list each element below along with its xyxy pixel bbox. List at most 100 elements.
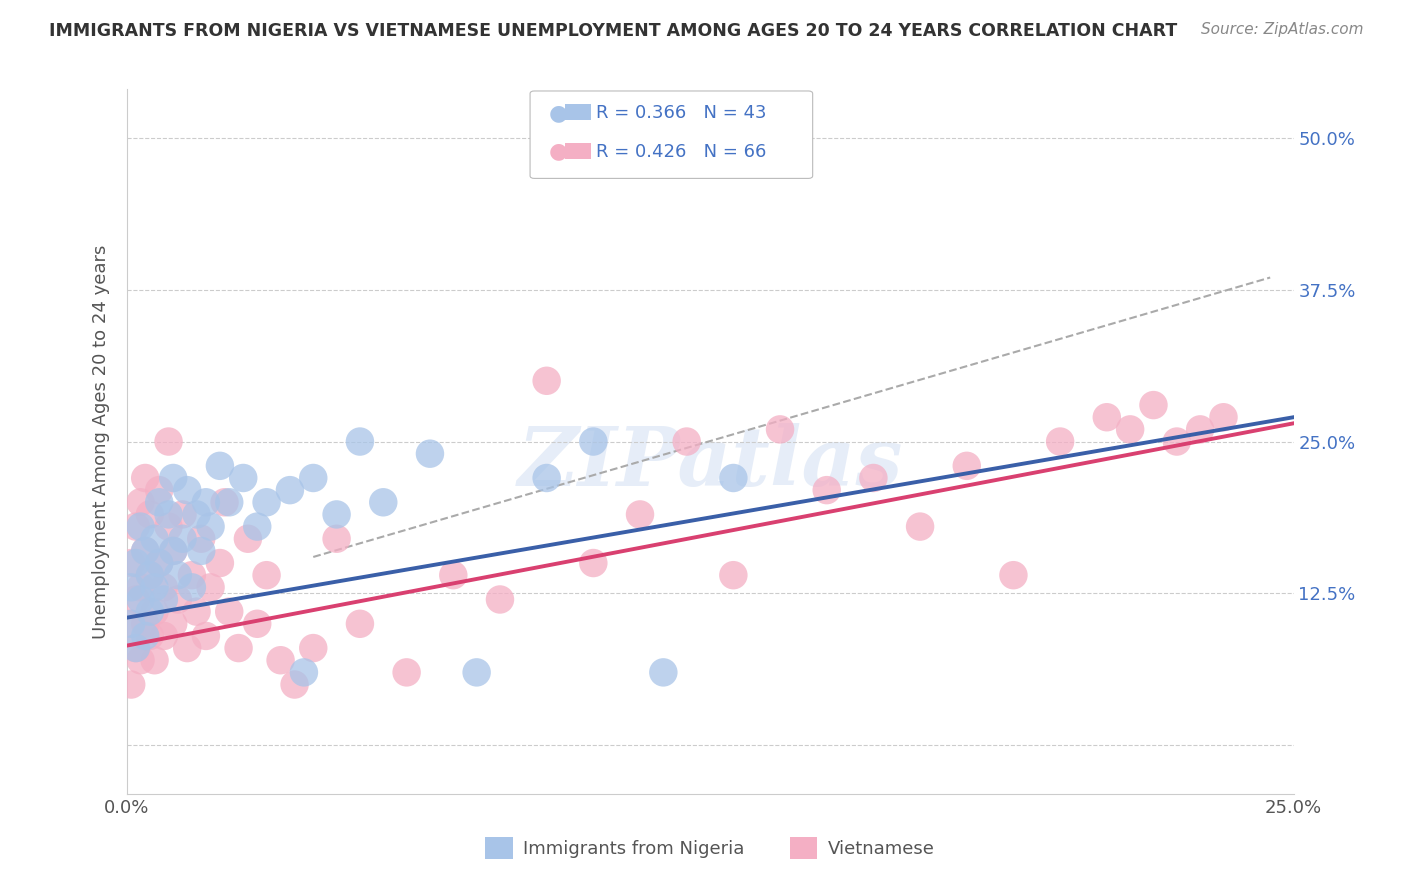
Point (172, 508, 194, 522)
Point (208, 556, 231, 570)
Point (153, 629, 176, 643)
Point (908, 519, 931, 533)
Point (162, 544, 184, 558)
Point (419, 447, 441, 461)
Point (134, 471, 156, 485)
Point (1119, 422, 1142, 436)
Point (373, 495, 395, 509)
Point (120, 677, 142, 691)
Point (176, 483, 198, 497)
Point (723, 471, 745, 485)
Text: ZIPatlas: ZIPatlas (517, 423, 903, 503)
Point (125, 641, 148, 656)
Point (125, 556, 148, 570)
Point (465, 665, 488, 680)
Point (582, 556, 605, 570)
Point (1212, 410, 1234, 425)
Point (349, 434, 371, 449)
Point (1189, 422, 1212, 436)
Point (129, 495, 152, 509)
Point (162, 544, 184, 558)
Point (815, 483, 838, 497)
Point (129, 519, 152, 533)
Point (120, 616, 142, 631)
Point (441, 568, 464, 582)
Point (129, 592, 152, 607)
Point (582, 434, 605, 449)
Point (1166, 434, 1188, 449)
Point (278, 483, 301, 497)
Text: R = 0.366   N = 43: R = 0.366 N = 43 (596, 104, 766, 122)
Y-axis label: Unemployment Among Ages 20 to 24 years: Unemployment Among Ages 20 to 24 years (91, 244, 110, 639)
Point (125, 592, 148, 607)
Point (148, 495, 170, 509)
Point (139, 508, 162, 522)
Point (628, 508, 651, 522)
Point (292, 665, 315, 680)
Point (153, 592, 176, 607)
Point (489, 592, 512, 607)
Point (214, 495, 236, 509)
Point (148, 556, 170, 570)
Point (536, 471, 558, 485)
Point (167, 568, 190, 582)
Point (769, 422, 792, 436)
Point (143, 605, 166, 619)
Point (186, 508, 208, 522)
Text: ●: ● (548, 142, 568, 161)
Point (675, 434, 697, 449)
Point (1002, 568, 1025, 582)
Point (190, 532, 212, 546)
Point (956, 458, 979, 473)
Point (125, 641, 148, 656)
Point (190, 544, 212, 558)
Point (120, 556, 142, 570)
Point (246, 519, 269, 533)
Point (723, 568, 745, 582)
Point (232, 471, 254, 485)
Point (218, 605, 240, 619)
Point (270, 653, 292, 667)
Point (143, 532, 166, 546)
Point (157, 508, 180, 522)
Point (302, 471, 325, 485)
Point (652, 665, 675, 680)
Point (325, 508, 347, 522)
Point (153, 580, 176, 594)
Point (162, 471, 184, 485)
Point (194, 629, 217, 643)
Point (180, 580, 202, 594)
Point (139, 605, 162, 619)
Point (302, 641, 325, 656)
Point (157, 519, 180, 533)
Point (143, 653, 166, 667)
Point (1142, 398, 1164, 412)
Point (134, 544, 156, 558)
Text: ●: ● (548, 103, 568, 123)
Point (143, 580, 166, 594)
Point (200, 580, 222, 594)
Legend: Immigrants from Nigeria, Vietnamese: Immigrants from Nigeria, Vietnamese (478, 830, 942, 866)
Point (125, 519, 148, 533)
Point (218, 495, 240, 509)
Point (162, 616, 184, 631)
Point (536, 374, 558, 388)
Point (134, 616, 156, 631)
Point (236, 532, 259, 546)
Point (1049, 434, 1071, 449)
Point (139, 629, 162, 643)
Point (157, 434, 180, 449)
Point (134, 544, 156, 558)
Point (129, 653, 152, 667)
Point (246, 616, 269, 631)
Point (200, 519, 222, 533)
Text: R = 0.426   N = 66: R = 0.426 N = 66 (596, 143, 766, 161)
Point (194, 495, 217, 509)
Point (1095, 410, 1118, 425)
Point (129, 580, 152, 594)
Point (208, 458, 231, 473)
Point (167, 592, 190, 607)
Point (148, 483, 170, 497)
Point (134, 629, 156, 643)
Text: IMMIGRANTS FROM NIGERIA VS VIETNAMESE UNEMPLOYMENT AMONG AGES 20 TO 24 YEARS COR: IMMIGRANTS FROM NIGERIA VS VIETNAMESE UN… (49, 22, 1177, 40)
